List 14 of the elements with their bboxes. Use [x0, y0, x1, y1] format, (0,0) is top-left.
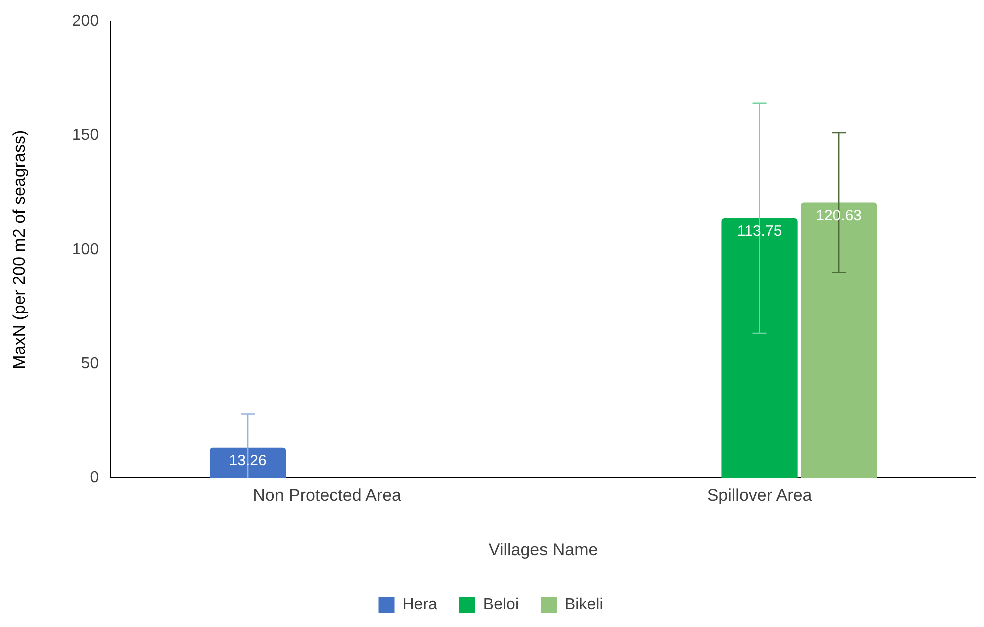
x-axis-title: Villages Name: [488, 540, 598, 560]
y-tick-label: 150: [72, 127, 100, 144]
legend-label: Bikeli: [565, 596, 604, 614]
x-tick-label: Non Protected Area: [253, 486, 402, 506]
legend-label: Hera: [402, 596, 438, 614]
data-label: 13.26: [229, 452, 267, 470]
y-axis-title: MaxN (per 200 m2 of seagrass): [10, 130, 29, 370]
y-tick-label: 0: [90, 470, 100, 487]
data-label: 113.75: [737, 223, 782, 240]
y-tick-label: 200: [72, 13, 100, 30]
x-tick-label: Spillover Area: [707, 486, 813, 506]
y-tick-label: 50: [81, 355, 100, 372]
legend-label: Beloi: [483, 596, 520, 614]
y-tick-label: 100: [72, 241, 100, 258]
